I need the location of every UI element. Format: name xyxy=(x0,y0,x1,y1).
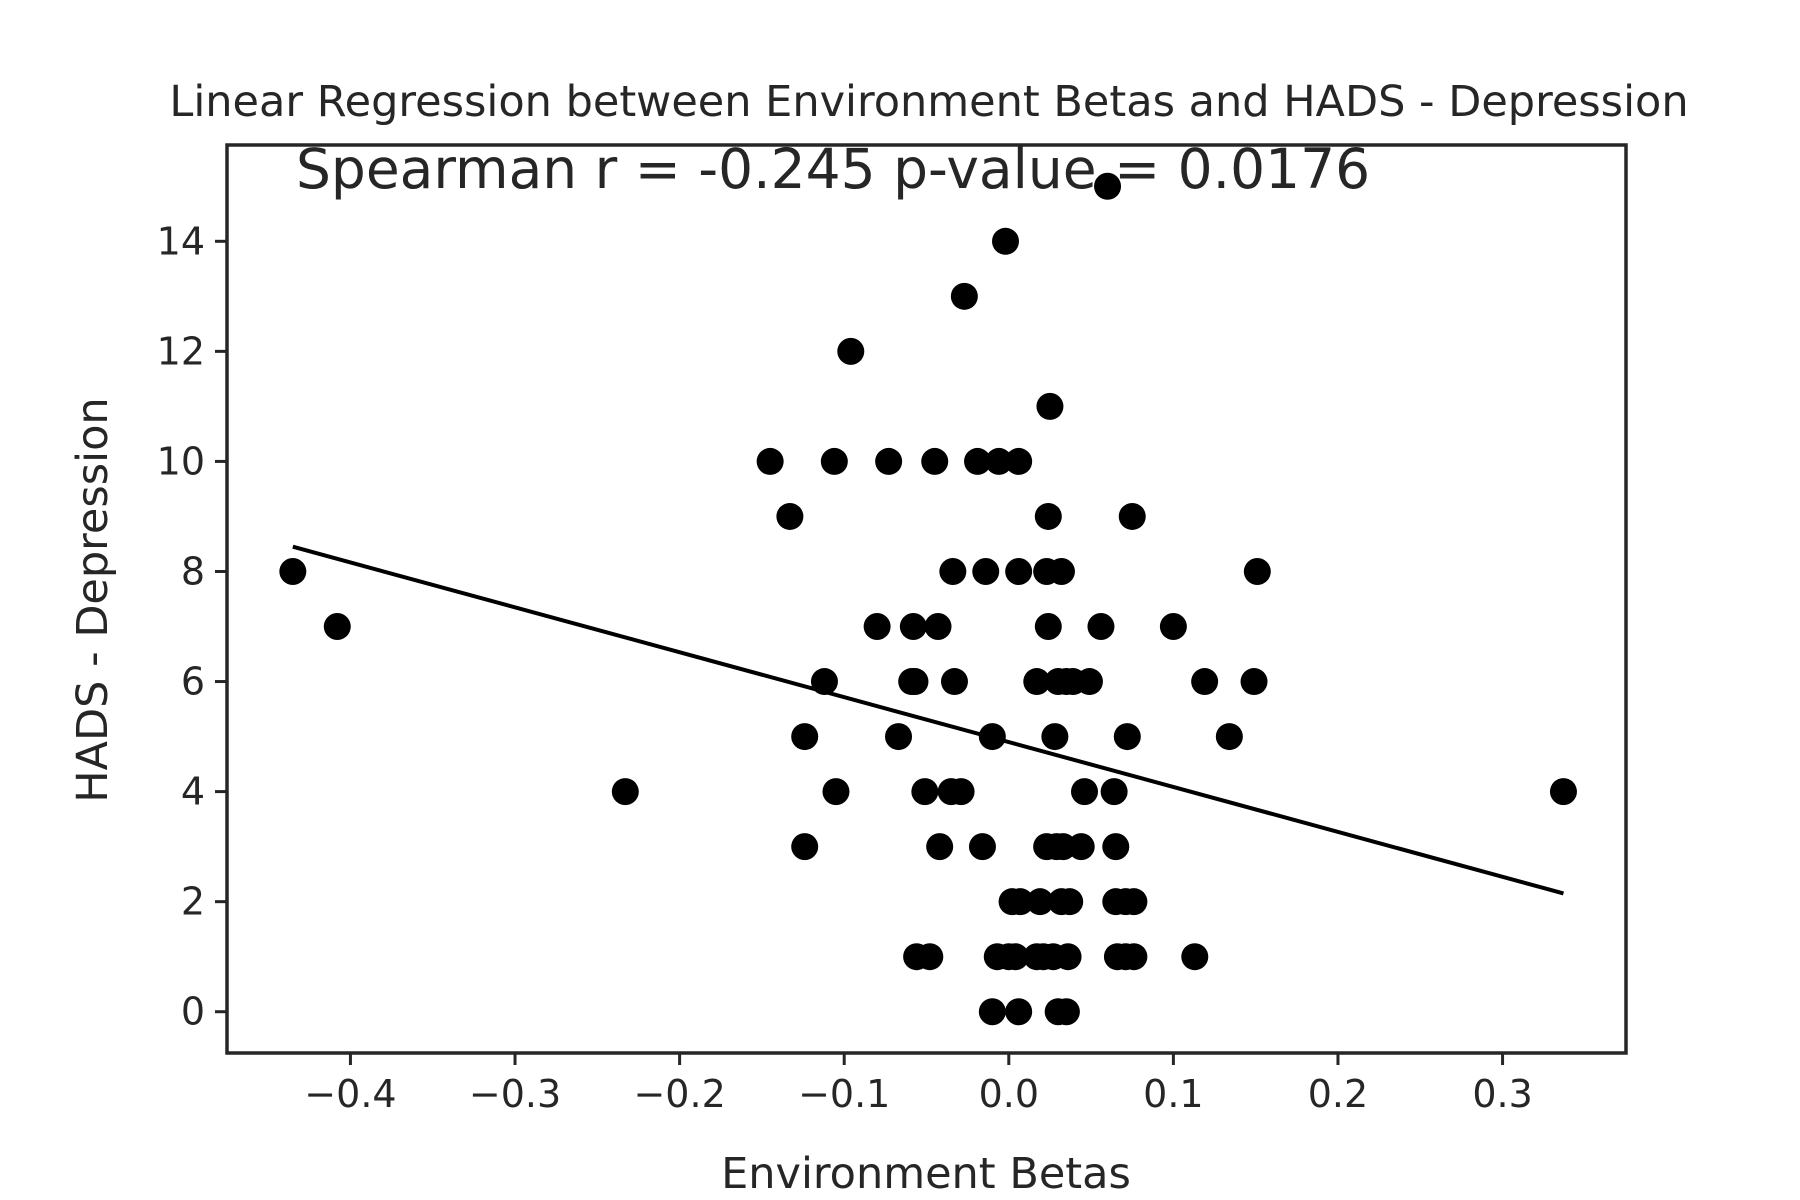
x-tick-label: 0.3 xyxy=(1472,1072,1532,1116)
scatter-point xyxy=(950,282,978,310)
scatter-point xyxy=(924,613,952,641)
scatter-point xyxy=(964,447,992,475)
scatter-point xyxy=(1023,668,1051,696)
y-tick-label: 14 xyxy=(157,219,205,263)
y-tick-label: 8 xyxy=(181,549,205,593)
scatter-point xyxy=(1120,943,1148,971)
scatter-point xyxy=(972,557,1000,585)
plot-frame xyxy=(225,143,1628,1055)
scatter-point xyxy=(1102,833,1130,861)
scatter-point xyxy=(1075,668,1103,696)
scatter-point xyxy=(985,447,1013,475)
scatter-point xyxy=(756,447,784,475)
scatter-point xyxy=(791,833,819,861)
x-axis-label: Environment Betas xyxy=(721,1149,1131,1199)
x-tick-label: 0.1 xyxy=(1143,1072,1203,1116)
scatter-point xyxy=(1087,613,1115,641)
scatter-point xyxy=(1120,888,1148,916)
scatter-point xyxy=(776,502,804,530)
x-tick-label: 0.0 xyxy=(979,1072,1039,1116)
spearman-annotation: Spearman r = -0.245 p-value = 0.0176 xyxy=(296,137,1370,201)
scatter-point xyxy=(1100,778,1128,806)
scatter-point xyxy=(820,447,848,475)
scatter-point xyxy=(1036,392,1064,420)
scatter-point xyxy=(921,447,949,475)
scatter-point xyxy=(1034,502,1062,530)
x-axis: −0.4 −0.3 −0.2 −0.1 0.0 0.1 0.2 0.3 xyxy=(304,1053,1533,1116)
scatter-point xyxy=(863,613,891,641)
y-tick-label: 6 xyxy=(181,660,205,704)
y-axis: 0 2 4 6 8 10 12 14 xyxy=(157,219,227,1034)
chart-title: Linear Regression between Environment Be… xyxy=(169,77,1688,127)
scatter-point xyxy=(1001,943,1029,971)
y-tick-label: 12 xyxy=(157,329,205,373)
scatter-point xyxy=(1118,502,1146,530)
scatter-point xyxy=(279,557,307,585)
scatter-point xyxy=(323,613,351,641)
scatter-point xyxy=(875,447,903,475)
scatter-point xyxy=(992,227,1020,255)
scatter-point xyxy=(1034,613,1062,641)
scatter-point xyxy=(940,668,968,696)
y-tick-label: 0 xyxy=(181,990,205,1034)
scatter-point xyxy=(1159,613,1187,641)
x-tick-label: −0.3 xyxy=(469,1072,561,1116)
scatter-point xyxy=(1549,778,1577,806)
scatter-point xyxy=(901,668,929,696)
scatter-point xyxy=(1240,668,1268,696)
scatter-points xyxy=(279,172,1577,1026)
scatter-point xyxy=(1094,172,1122,200)
scatter-point xyxy=(1005,998,1033,1026)
scatter-point xyxy=(1005,447,1033,475)
scatter-point xyxy=(916,943,944,971)
scatter-point xyxy=(1006,888,1034,916)
x-tick-label: −0.2 xyxy=(633,1072,725,1116)
scatter-point xyxy=(1054,943,1082,971)
regression-line xyxy=(292,544,1564,896)
scatter-point xyxy=(1067,833,1095,861)
scatter-point xyxy=(911,778,939,806)
scatter-point xyxy=(822,778,850,806)
scatter-point xyxy=(1243,557,1271,585)
scatter-point xyxy=(885,723,913,751)
scatter-point xyxy=(1005,557,1033,585)
scatter-point xyxy=(1052,998,1080,1026)
scatter-point xyxy=(899,613,927,641)
scatter-point xyxy=(791,723,819,751)
scatter-point xyxy=(939,557,967,585)
scatter-point xyxy=(947,778,975,806)
scatter-point xyxy=(1071,778,1099,806)
scatter-point xyxy=(1056,888,1084,916)
y-tick-label: 10 xyxy=(157,439,205,483)
x-tick-label: 0.2 xyxy=(1308,1072,1368,1116)
y-tick-label: 4 xyxy=(181,770,205,814)
scatter-point xyxy=(978,998,1006,1026)
x-tick-label: −0.1 xyxy=(798,1072,890,1116)
scatter-point xyxy=(837,337,865,365)
x-tick-label: −0.4 xyxy=(304,1072,396,1116)
scatter-point xyxy=(1041,723,1069,751)
scatter-point xyxy=(1113,723,1141,751)
scatter-point xyxy=(968,833,996,861)
scatter-point xyxy=(1191,668,1219,696)
scatter-point xyxy=(926,833,954,861)
scatter-point xyxy=(1215,723,1243,751)
scatter-point xyxy=(1026,888,1054,916)
scatter-point xyxy=(1181,943,1209,971)
y-tick-label: 2 xyxy=(181,880,205,924)
y-axis-label: HADS - Depression xyxy=(68,397,118,802)
scatter-point xyxy=(611,778,639,806)
scatter-point xyxy=(1047,557,1075,585)
